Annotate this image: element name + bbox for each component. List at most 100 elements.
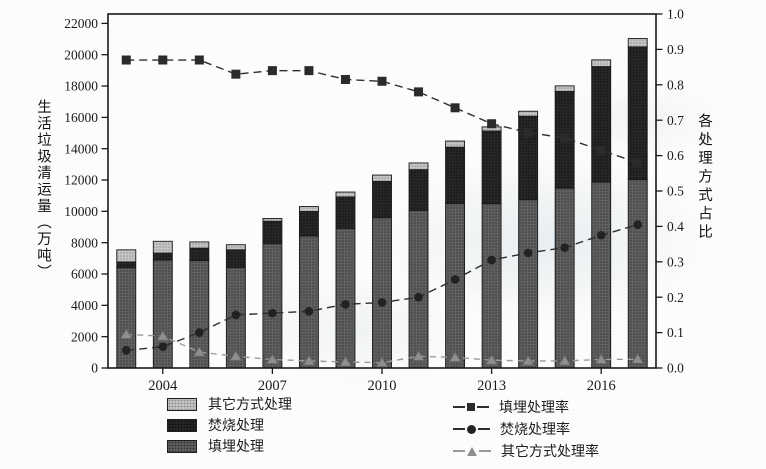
triangle-marker-icon (451, 446, 493, 456)
bar-填埋处理-2015 (554, 187, 575, 369)
landfill-swatch-icon (167, 439, 197, 453)
right-tick-label: 0.3 (667, 254, 684, 269)
circle-marker-icon (450, 275, 460, 284)
right-tick-label: 0.7 (667, 113, 684, 128)
legend-label: 其它方式处理率 (501, 445, 599, 460)
left-tick-label: 10000 (64, 204, 98, 219)
square-marker-icon (560, 133, 570, 143)
right-tick-label: 0.0 (667, 361, 684, 376)
square-marker-icon (158, 55, 168, 65)
square-marker-icon (487, 119, 497, 129)
bar-legend: 其它方式处理 焚烧处理 填埋处理 (167, 396, 292, 459)
bar-焚烧处理-2004 (152, 252, 173, 261)
triangle-marker-icon (120, 328, 133, 339)
other-treatment-swatch-icon (167, 397, 197, 411)
bar-焚烧处理-2013 (481, 130, 502, 205)
left-tick-label: 14000 (64, 141, 98, 156)
triangle-marker-icon (229, 350, 243, 361)
square-marker-icon (267, 66, 277, 76)
incineration-swatch-icon (167, 418, 197, 432)
markers-其它方式处理率 (120, 328, 644, 368)
bar-填埋处理-2004 (152, 259, 173, 369)
bar-填埋处理-2017 (627, 178, 648, 369)
bar-其它方式处理-2012 (445, 140, 466, 148)
bar-焚烧处理-2008 (298, 211, 319, 237)
bar-其它方式处理-2008 (298, 206, 319, 212)
legend-item-landfill-rate: 填埋处理率 (451, 399, 599, 416)
circle-marker-icon (341, 299, 350, 309)
triangle-marker-icon (339, 356, 352, 367)
left-tick-label: 0 (91, 361, 98, 376)
bar-填埋处理-2012 (445, 202, 466, 369)
circle-marker-icon (121, 346, 131, 355)
right-tick-label: 1.0 (667, 7, 684, 22)
right-tick-label: 0.6 (667, 148, 684, 163)
legend-label: 其它方式处理 (208, 398, 292, 413)
bar-焚烧处理-2016 (591, 66, 612, 183)
circle-marker-icon (487, 255, 496, 265)
circle-marker-icon (268, 308, 277, 318)
year-label: 2007 (258, 378, 287, 394)
triangle-marker-icon (448, 351, 462, 362)
circle-marker-icon (633, 220, 643, 229)
legend-label: 填埋处理率 (499, 401, 569, 416)
left-tick-label: 18000 (64, 79, 98, 94)
bar-填埋处理-2013 (481, 203, 502, 369)
bar-其它方式处理-2011 (408, 162, 429, 171)
triangle-marker-icon (193, 346, 206, 357)
square-marker-icon (304, 66, 314, 76)
right-tick-label: 0.5 (667, 184, 684, 199)
bar-填埋处理-2016 (591, 181, 612, 369)
circle-marker-icon (523, 248, 533, 258)
bottom-axis: 2004 2007 2010 2013 2016 (148, 368, 616, 394)
bar-焚烧处理-2005 (189, 247, 210, 262)
left-tick-label: 12000 (64, 173, 98, 188)
bar-焚烧处理-2010 (372, 180, 392, 219)
bar-填埋处理-2009 (335, 228, 356, 369)
bar-填埋处理-2008 (298, 235, 319, 369)
bar-其它方式处理-2014 (518, 110, 539, 117)
bar-焚烧处理-2012 (445, 146, 466, 204)
bar-其它方式处理-2015 (554, 85, 575, 92)
square-marker-icon (414, 87, 424, 97)
triangle-marker-icon (594, 353, 608, 364)
circle-marker-icon (451, 424, 492, 434)
circle-marker-icon (195, 328, 204, 337)
markers-焚烧处理率 (121, 220, 643, 355)
right-tick-label: 0.9 (667, 42, 684, 57)
year-label: 2010 (368, 378, 397, 394)
circle-marker-icon (231, 310, 241, 320)
bar-其它方式处理-2017 (627, 38, 648, 48)
bar-填埋处理-2011 (408, 209, 429, 369)
square-marker-icon (451, 403, 491, 411)
bar-其它方式处理-2016 (591, 59, 612, 68)
circle-marker-icon (560, 243, 569, 252)
legend-label: 焚烧处理 (208, 419, 264, 434)
bar-其它方式处理-2004 (152, 240, 173, 254)
square-marker-icon (596, 145, 606, 155)
square-marker-icon (194, 55, 204, 65)
left-axis-label: 生活垃圾清运量（万吨） (35, 99, 51, 281)
square-marker-icon (523, 128, 533, 138)
circle-marker-icon (414, 292, 423, 302)
bar-其它方式处理-2003 (116, 249, 137, 263)
legend-item-other-treatment: 其它方式处理 (167, 396, 292, 413)
bar-焚烧处理-2006 (225, 249, 246, 269)
markers-填埋处理率 (121, 55, 643, 168)
left-tick-label: 20000 (64, 47, 98, 62)
left-axis: 0 2000 4000 6000 8000 10000 12000 14000 16000 180… (64, 16, 108, 376)
triangle-marker-icon (485, 354, 498, 365)
square-marker-icon (121, 55, 131, 65)
circle-marker-icon (596, 230, 606, 240)
bar-其它方式处理-2010 (372, 174, 392, 182)
triangle-marker-icon (156, 330, 170, 341)
bar-焚烧处理-2011 (408, 169, 429, 211)
circle-marker-icon (304, 307, 314, 316)
triangle-marker-icon (558, 355, 571, 366)
triangle-marker-icon (266, 353, 279, 364)
triangle-marker-icon (631, 353, 644, 364)
right-tick-label: 0.1 (667, 325, 684, 340)
bar-填埋处理-2010 (372, 217, 392, 369)
right-tick-label: 0.4 (667, 219, 684, 234)
